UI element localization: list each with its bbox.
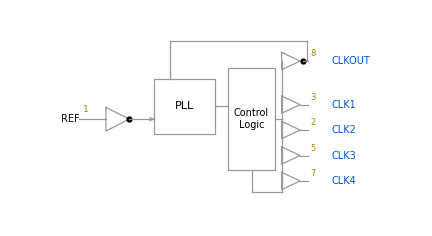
Text: CLK2: CLK2 — [332, 125, 357, 135]
Text: 5: 5 — [310, 144, 315, 153]
Bar — [155, 79, 215, 134]
Text: 7: 7 — [310, 169, 315, 178]
Text: CLK1: CLK1 — [332, 100, 357, 110]
Text: CLK3: CLK3 — [332, 151, 357, 160]
Text: CLKOUT: CLKOUT — [332, 56, 371, 66]
Text: CLK4: CLK4 — [332, 176, 357, 186]
Text: 1: 1 — [83, 105, 89, 114]
Bar — [228, 68, 275, 170]
Text: PLL: PLL — [175, 101, 194, 111]
Text: 8: 8 — [310, 49, 315, 58]
Text: 3: 3 — [310, 93, 315, 102]
Text: Control
Logic: Control Logic — [234, 108, 269, 130]
Text: 2: 2 — [310, 118, 315, 127]
Text: REF: REF — [60, 114, 79, 124]
